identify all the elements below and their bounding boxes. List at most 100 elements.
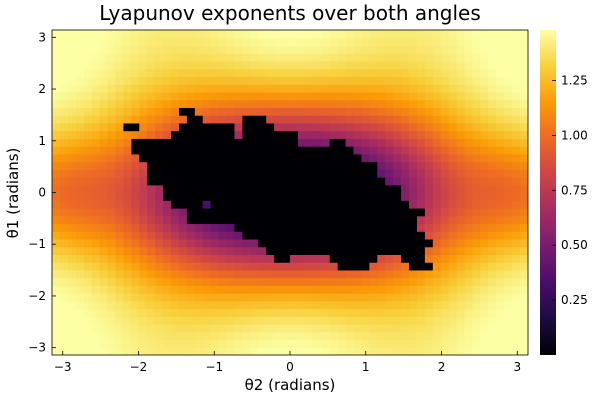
heatmap-cell	[512, 339, 521, 348]
heatmap-cell	[123, 339, 132, 348]
heatmap-cell	[171, 146, 180, 155]
heatmap-cell	[234, 99, 243, 108]
heatmap-cell	[448, 161, 458, 170]
heatmap-cell	[274, 207, 283, 217]
heatmap-cell	[409, 99, 418, 108]
heatmap-cell	[202, 223, 212, 232]
x-axis: −3 −2 −1 0 1 2 3	[54, 351, 521, 374]
heatmap-cell	[297, 308, 307, 317]
heatmap-cell	[91, 37, 101, 47]
heatmap-cell	[171, 138, 180, 147]
heatmap-cell	[520, 262, 528, 271]
heatmap-cell	[401, 215, 410, 225]
heatmap-cell	[520, 231, 528, 240]
heatmap-cell	[416, 130, 426, 139]
heatmap-cell	[163, 246, 172, 256]
heatmap-cell	[472, 331, 481, 341]
heatmap-cell	[266, 37, 275, 47]
heatmap-cell	[345, 200, 355, 209]
heatmap-cell	[123, 30, 132, 39]
heatmap-cell	[385, 45, 394, 54]
heatmap-cell	[488, 99, 497, 108]
heatmap-cell	[250, 277, 259, 286]
heatmap-cell	[329, 254, 339, 263]
heatmap-cell	[282, 269, 291, 279]
heatmap-cell	[424, 153, 434, 163]
heatmap-cell	[329, 99, 339, 108]
heatmap-cell	[297, 324, 307, 333]
heatmap-cell	[210, 324, 220, 333]
heatmap-cell	[99, 107, 109, 116]
heatmap-cell	[297, 207, 307, 217]
heatmap-cell	[52, 184, 61, 194]
heatmap-cell	[504, 293, 513, 302]
heatmap-cell	[186, 184, 196, 194]
heatmap-cell	[313, 68, 323, 78]
heatmap-cell	[242, 238, 251, 248]
heatmap-cell	[83, 293, 93, 302]
heatmap-cell	[290, 331, 299, 341]
heatmap-cell	[290, 107, 299, 116]
heatmap-cell	[448, 238, 458, 248]
heatmap-cell	[472, 91, 481, 101]
heatmap-cell	[290, 184, 299, 194]
heatmap-cell	[115, 347, 124, 355]
heatmap-cell	[321, 293, 331, 302]
heatmap-cell	[131, 84, 140, 93]
heatmap-cell	[115, 99, 124, 108]
heatmap-cell	[52, 30, 61, 39]
heatmap-cell	[401, 30, 410, 39]
heatmap-cell	[488, 223, 497, 232]
heatmap-cell	[234, 107, 243, 116]
heatmap-cell	[163, 76, 172, 85]
heatmap-cell	[242, 68, 251, 78]
heatmap-cell	[67, 138, 77, 147]
heatmap-cell	[163, 200, 172, 209]
heatmap-cell	[59, 269, 69, 279]
heatmap-cell	[115, 192, 124, 201]
heatmap-cell	[480, 277, 489, 286]
heatmap-cell	[226, 169, 236, 178]
heatmap-cell	[424, 293, 434, 302]
heatmap-cell	[155, 53, 164, 62]
heatmap-cell	[520, 91, 528, 101]
heatmap-cell	[361, 37, 370, 47]
heatmap-cell	[297, 60, 307, 70]
heatmap-cell	[472, 122, 481, 132]
heatmap-cell	[313, 99, 323, 108]
heatmap-cell	[416, 169, 426, 178]
heatmap-cell	[480, 91, 489, 101]
heatmap-cell	[210, 146, 220, 155]
heatmap-cell	[424, 246, 434, 256]
heatmap-cell	[131, 300, 140, 310]
heatmap-cell	[147, 184, 156, 194]
heatmap-cell	[123, 293, 132, 302]
heatmap-cell	[504, 192, 513, 201]
heatmap-cell	[139, 207, 148, 217]
heatmap-cell	[52, 60, 61, 70]
heatmap-cell	[377, 138, 386, 147]
heatmap-cell	[218, 254, 228, 263]
heatmap-cell	[369, 223, 378, 232]
heatmap-cell	[147, 316, 156, 325]
heatmap-cell	[186, 192, 196, 201]
heatmap-cell	[131, 293, 140, 302]
heatmap-cell	[321, 285, 331, 294]
heatmap-cell	[488, 68, 497, 78]
heatmap-cell	[337, 293, 347, 302]
heatmap-cell	[210, 331, 220, 341]
heatmap-cell	[329, 207, 339, 217]
heatmap-cell	[83, 115, 93, 124]
heatmap-cell	[99, 246, 109, 256]
heatmap-cell	[155, 223, 164, 232]
heatmap-cell	[131, 146, 140, 155]
heatmap-cell	[107, 285, 117, 294]
heatmap-cell	[329, 347, 339, 355]
heatmap-cell	[186, 293, 196, 302]
heatmap-cell	[313, 60, 323, 70]
heatmap-cell	[52, 53, 61, 62]
heatmap-cell	[131, 153, 140, 163]
heatmap-cell	[107, 138, 117, 147]
heatmap-cell	[67, 161, 77, 170]
x-tick-label: 0	[286, 360, 294, 374]
